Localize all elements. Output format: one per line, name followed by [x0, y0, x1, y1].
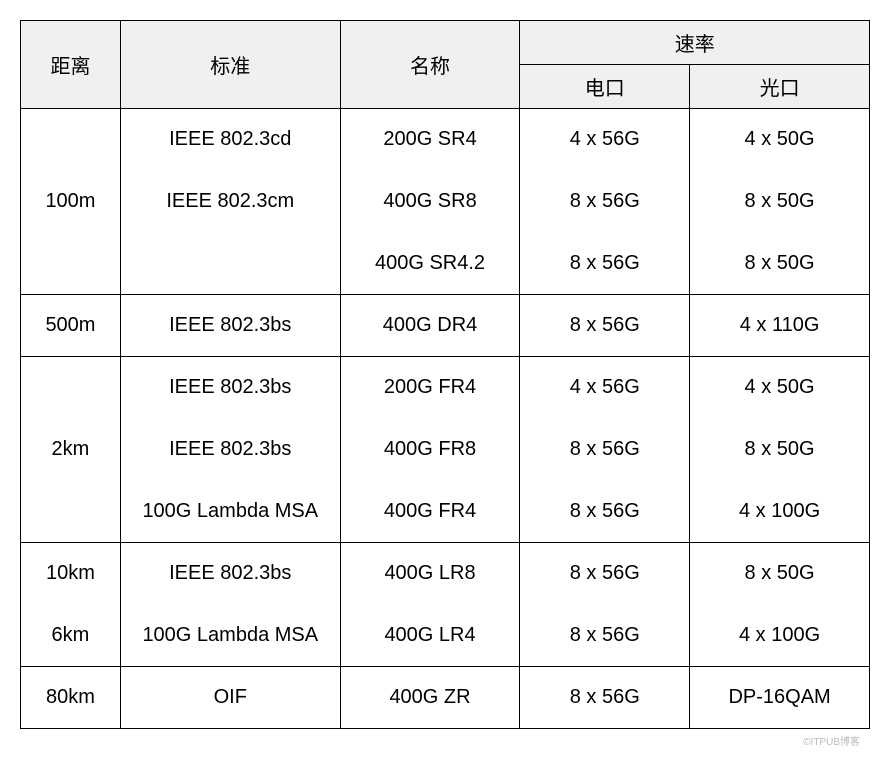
cell-name: 400G LR8	[340, 543, 520, 605]
cell-opt: 8 x 50G	[690, 171, 870, 233]
cell-opt: 8 x 50G	[690, 233, 870, 295]
cell-distance: 500m	[21, 295, 121, 357]
cell-elec: 8 x 56G	[520, 171, 690, 233]
cell-standard: IEEE 802.3bs	[120, 357, 340, 419]
cell-name: 200G SR4	[340, 109, 520, 171]
watermark-text: ©ITPUB博客	[20, 733, 870, 748]
cell-name: 400G DR4	[340, 295, 520, 357]
table-row: 400G SR4.2 8 x 56G 8 x 50G	[21, 233, 870, 295]
spec-table: 距离 标准 名称 速率 电口 光口 100m IEEE 802.3cd 200G…	[20, 20, 870, 729]
table-row: IEEE 802.3cm 400G SR8 8 x 56G 8 x 50G	[21, 171, 870, 233]
cell-name: 400G LR4	[340, 605, 520, 667]
cell-opt: 4 x 100G	[690, 605, 870, 667]
cell-opt: 4 x 110G	[690, 295, 870, 357]
cell-opt: DP-16QAM	[690, 667, 870, 729]
th-distance: 距离	[21, 21, 121, 109]
th-optical: 光口	[690, 65, 870, 109]
cell-standard: IEEE 802.3cd	[120, 109, 340, 171]
cell-name: 400G SR4.2	[340, 233, 520, 295]
cell-distance: 100m	[21, 109, 121, 295]
cell-name: 400G FR8	[340, 419, 520, 481]
cell-distance: 10km	[21, 543, 121, 605]
header-row-1: 距离 标准 名称 速率	[21, 21, 870, 65]
cell-elec: 8 x 56G	[520, 605, 690, 667]
table-row: 80km OIF 400G ZR 8 x 56G DP-16QAM	[21, 667, 870, 729]
cell-elec: 8 x 56G	[520, 667, 690, 729]
cell-name: 400G FR4	[340, 481, 520, 543]
cell-opt: 4 x 50G	[690, 109, 870, 171]
th-rate: 速率	[520, 21, 870, 65]
cell-standard	[120, 233, 340, 295]
th-standard: 标准	[120, 21, 340, 109]
cell-opt: 4 x 50G	[690, 357, 870, 419]
cell-elec: 8 x 56G	[520, 419, 690, 481]
table-row: IEEE 802.3bs 400G FR8 8 x 56G 8 x 50G	[21, 419, 870, 481]
table-row: 500m IEEE 802.3bs 400G DR4 8 x 56G 4 x 1…	[21, 295, 870, 357]
cell-standard: OIF	[120, 667, 340, 729]
cell-opt: 8 x 50G	[690, 543, 870, 605]
cell-opt: 8 x 50G	[690, 419, 870, 481]
th-electrical: 电口	[520, 65, 690, 109]
cell-standard: IEEE 802.3bs	[120, 543, 340, 605]
cell-elec: 8 x 56G	[520, 295, 690, 357]
cell-elec: 8 x 56G	[520, 481, 690, 543]
th-name: 名称	[340, 21, 520, 109]
table-row: 100m IEEE 802.3cd 200G SR4 4 x 56G 4 x 5…	[21, 109, 870, 171]
cell-standard: IEEE 802.3cm	[120, 171, 340, 233]
cell-opt: 4 x 100G	[690, 481, 870, 543]
table-row: 100G Lambda MSA 400G FR4 8 x 56G 4 x 100…	[21, 481, 870, 543]
cell-distance: 2km	[21, 357, 121, 543]
cell-standard: 100G Lambda MSA	[120, 605, 340, 667]
cell-standard: IEEE 802.3bs	[120, 419, 340, 481]
cell-elec: 4 x 56G	[520, 109, 690, 171]
cell-standard: 100G Lambda MSA	[120, 481, 340, 543]
cell-distance: 6km	[21, 605, 121, 667]
table-row: 2km IEEE 802.3bs 200G FR4 4 x 56G 4 x 50…	[21, 357, 870, 419]
table-row: 6km 100G Lambda MSA 400G LR4 8 x 56G 4 x…	[21, 605, 870, 667]
cell-name: 200G FR4	[340, 357, 520, 419]
cell-standard: IEEE 802.3bs	[120, 295, 340, 357]
cell-name: 400G SR8	[340, 171, 520, 233]
table-row: 10km IEEE 802.3bs 400G LR8 8 x 56G 8 x 5…	[21, 543, 870, 605]
cell-elec: 8 x 56G	[520, 543, 690, 605]
cell-name: 400G ZR	[340, 667, 520, 729]
cell-distance: 80km	[21, 667, 121, 729]
cell-elec: 4 x 56G	[520, 357, 690, 419]
cell-elec: 8 x 56G	[520, 233, 690, 295]
